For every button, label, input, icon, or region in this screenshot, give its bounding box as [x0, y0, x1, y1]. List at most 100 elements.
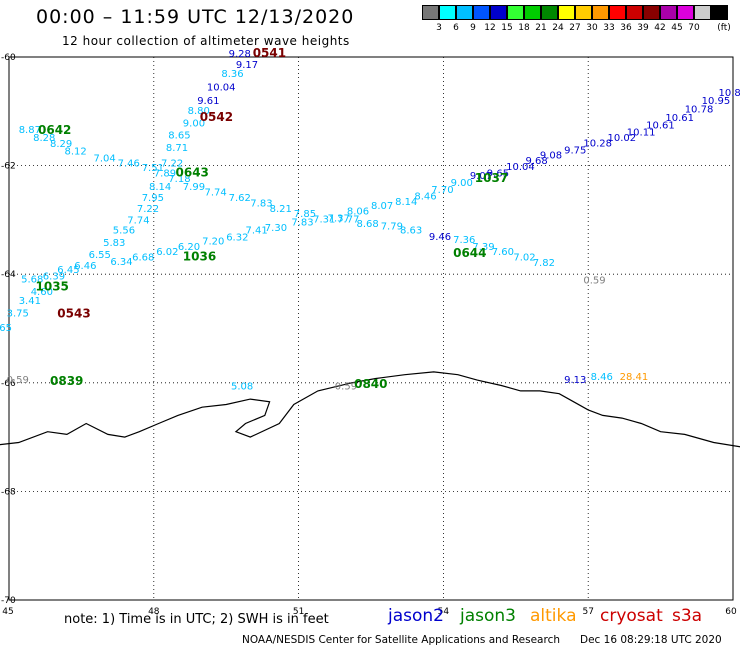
wave-height-label: 10.04	[506, 162, 535, 173]
pass-time-label: 1036	[183, 250, 216, 264]
wave-height-label: 7.46	[118, 159, 140, 170]
wave-height-label: 7.74	[205, 188, 227, 199]
wave-height-label: 7.60	[492, 247, 514, 258]
wave-height-label: 7.83	[250, 198, 272, 209]
wave-height-label: 9.00	[451, 178, 473, 189]
graticule	[9, 57, 733, 600]
mission-label-s3a: s3a	[672, 606, 703, 626]
wave-height-label: 8.71	[166, 143, 188, 154]
legend-label: 18	[518, 23, 530, 33]
wave-height-label: 7.20	[202, 236, 224, 247]
wave-height-label: 0.59	[583, 275, 605, 286]
wave-height-label: 7.62	[229, 193, 251, 204]
wave-height-label: 6.45	[57, 265, 79, 276]
wave-height-label: 8.14	[395, 197, 417, 208]
legend-unit: (ft)	[717, 23, 731, 33]
wave-height-label: 7.02	[513, 253, 535, 264]
legend-swatch	[660, 5, 677, 20]
wave-height-label: 10.02	[608, 133, 637, 144]
wave-height-label: 0.59	[7, 375, 29, 386]
pass-time-label: 0839	[50, 374, 83, 388]
wave-height-label: 7.89	[154, 169, 176, 180]
wave-height-label: 9.28	[229, 49, 251, 60]
wave-height-label: 7.18	[168, 174, 190, 185]
wave-height-label: 8.36	[221, 69, 243, 80]
legend-label: 24	[552, 23, 564, 33]
pass-time-label: 0644	[453, 246, 486, 260]
wave-height-label: 10.28	[583, 139, 612, 150]
wave-height-label: 7.39	[472, 242, 494, 253]
wave-height-label: 9.08	[540, 151, 562, 162]
wave-height-label: 7.85	[294, 209, 316, 220]
legend-swatch	[626, 5, 643, 20]
wave-height-label: 7.99	[183, 182, 205, 193]
legend-label: 39	[637, 23, 649, 33]
map-title: 00:00 – 11:59 UTC 12/13/2020	[36, 6, 355, 28]
wave-height-label: 9.00	[183, 119, 205, 130]
longitude-tick-label: 48	[148, 607, 160, 617]
wave-height-label: 7.04	[94, 153, 116, 164]
legend-label: 36	[620, 23, 632, 33]
wave-height-label: 10.61	[646, 121, 675, 132]
wave-height-label: 9.61	[197, 96, 219, 107]
pass-time-label: 0541	[253, 46, 286, 60]
legend-swatch	[575, 5, 592, 20]
wave-height-label: 10.11	[627, 128, 656, 139]
latitude-tick-label: -62	[1, 162, 16, 172]
wave-height-label: 8.21	[270, 204, 292, 215]
wave-height-label: 6.39	[43, 272, 65, 283]
wave-height-label: 5.83	[103, 238, 125, 249]
pass-time-label: 0642	[38, 123, 71, 137]
wave-height-label: 7.22	[137, 204, 159, 215]
mission-label-altika: altika	[530, 606, 577, 626]
mission-label-jason3: jason3	[460, 606, 516, 626]
axis-ticks: 45 48 51 54 57 60 -60 -62 -64 -66 -68 -70	[1, 53, 737, 617]
wave-height-label: 4.65	[0, 323, 12, 334]
wave-height-label: 9.13	[564, 375, 586, 386]
wave-height-label: 7.83	[291, 217, 313, 228]
wave-height-label: 7.30	[265, 223, 287, 234]
longitude-tick-label: 51	[293, 607, 304, 617]
legend-swatch	[422, 5, 439, 20]
legend-label: 70	[688, 23, 700, 33]
generated-timestamp: Dec 16 08:29:18 UTC 2020	[580, 634, 722, 646]
wave-height-label: 9.68	[526, 156, 548, 167]
legend-swatch	[592, 5, 609, 20]
wave-height-label: 6.32	[226, 233, 248, 244]
legend-label: 12	[484, 23, 496, 33]
legend-swatch	[711, 5, 728, 20]
latitude-tick-label: -70	[1, 596, 16, 606]
wave-height-label: 8.29	[50, 139, 72, 150]
wave-height-label: 8.80	[188, 106, 210, 117]
longitude-tick-label: 54	[438, 607, 450, 617]
wave-height-label: 8.87	[19, 125, 41, 136]
wave-height-label: 10.04	[207, 83, 236, 94]
legend-swatch	[677, 5, 694, 20]
wave-height-values: 9.289.178.3610.049.618.809.008.658.718.8…	[0, 49, 740, 392]
legend-label: 3	[436, 23, 442, 33]
wave-height-label: 8.63	[400, 226, 422, 237]
wave-height-label: 9.75	[564, 146, 586, 157]
wave-height-label: 8.12	[65, 147, 87, 158]
wave-height-label: 10.61	[665, 113, 694, 124]
pass-time-label: 1037	[475, 171, 508, 185]
map-frame	[8, 56, 734, 601]
legend-label: 6	[453, 23, 459, 33]
wave-height-label: 10.78	[685, 104, 714, 115]
legend-swatch	[643, 5, 660, 20]
pass-time-label: 0543	[57, 307, 90, 321]
wave-height-label: 7.95	[142, 193, 164, 204]
units-note: note: 1) Time is in UTC; 2) SWH is in fe…	[64, 612, 329, 627]
legend-swatch	[541, 5, 558, 20]
legend-label: 27	[569, 23, 581, 33]
wave-height-label: 6.34	[110, 257, 132, 268]
wave-height-label: 3.41	[19, 296, 41, 307]
pass-time-label: 0643	[176, 166, 209, 180]
legend-swatch	[439, 5, 456, 20]
wave-height-label: 7.74	[127, 216, 149, 227]
longitude-tick-label: 45	[2, 607, 13, 617]
legend-swatch	[524, 5, 541, 20]
latitude-tick-label: -68	[1, 487, 16, 497]
wave-height-label: 7.51	[142, 163, 164, 174]
